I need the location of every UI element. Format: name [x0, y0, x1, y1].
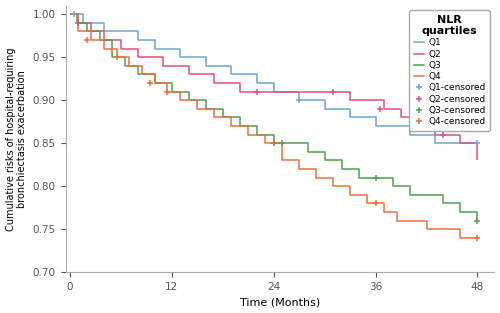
X-axis label: Time (Months): Time (Months) — [240, 297, 320, 307]
Legend: Q1, Q2, Q3, Q4, Q1-censored, Q2-censored, Q3-censored, Q4-censored: Q1, Q2, Q3, Q4, Q1-censored, Q2-censored… — [409, 10, 490, 131]
Y-axis label: Cumulative risks of hospital-requiring
bronchiectasis exacerbation: Cumulative risks of hospital-requiring b… — [6, 47, 27, 231]
